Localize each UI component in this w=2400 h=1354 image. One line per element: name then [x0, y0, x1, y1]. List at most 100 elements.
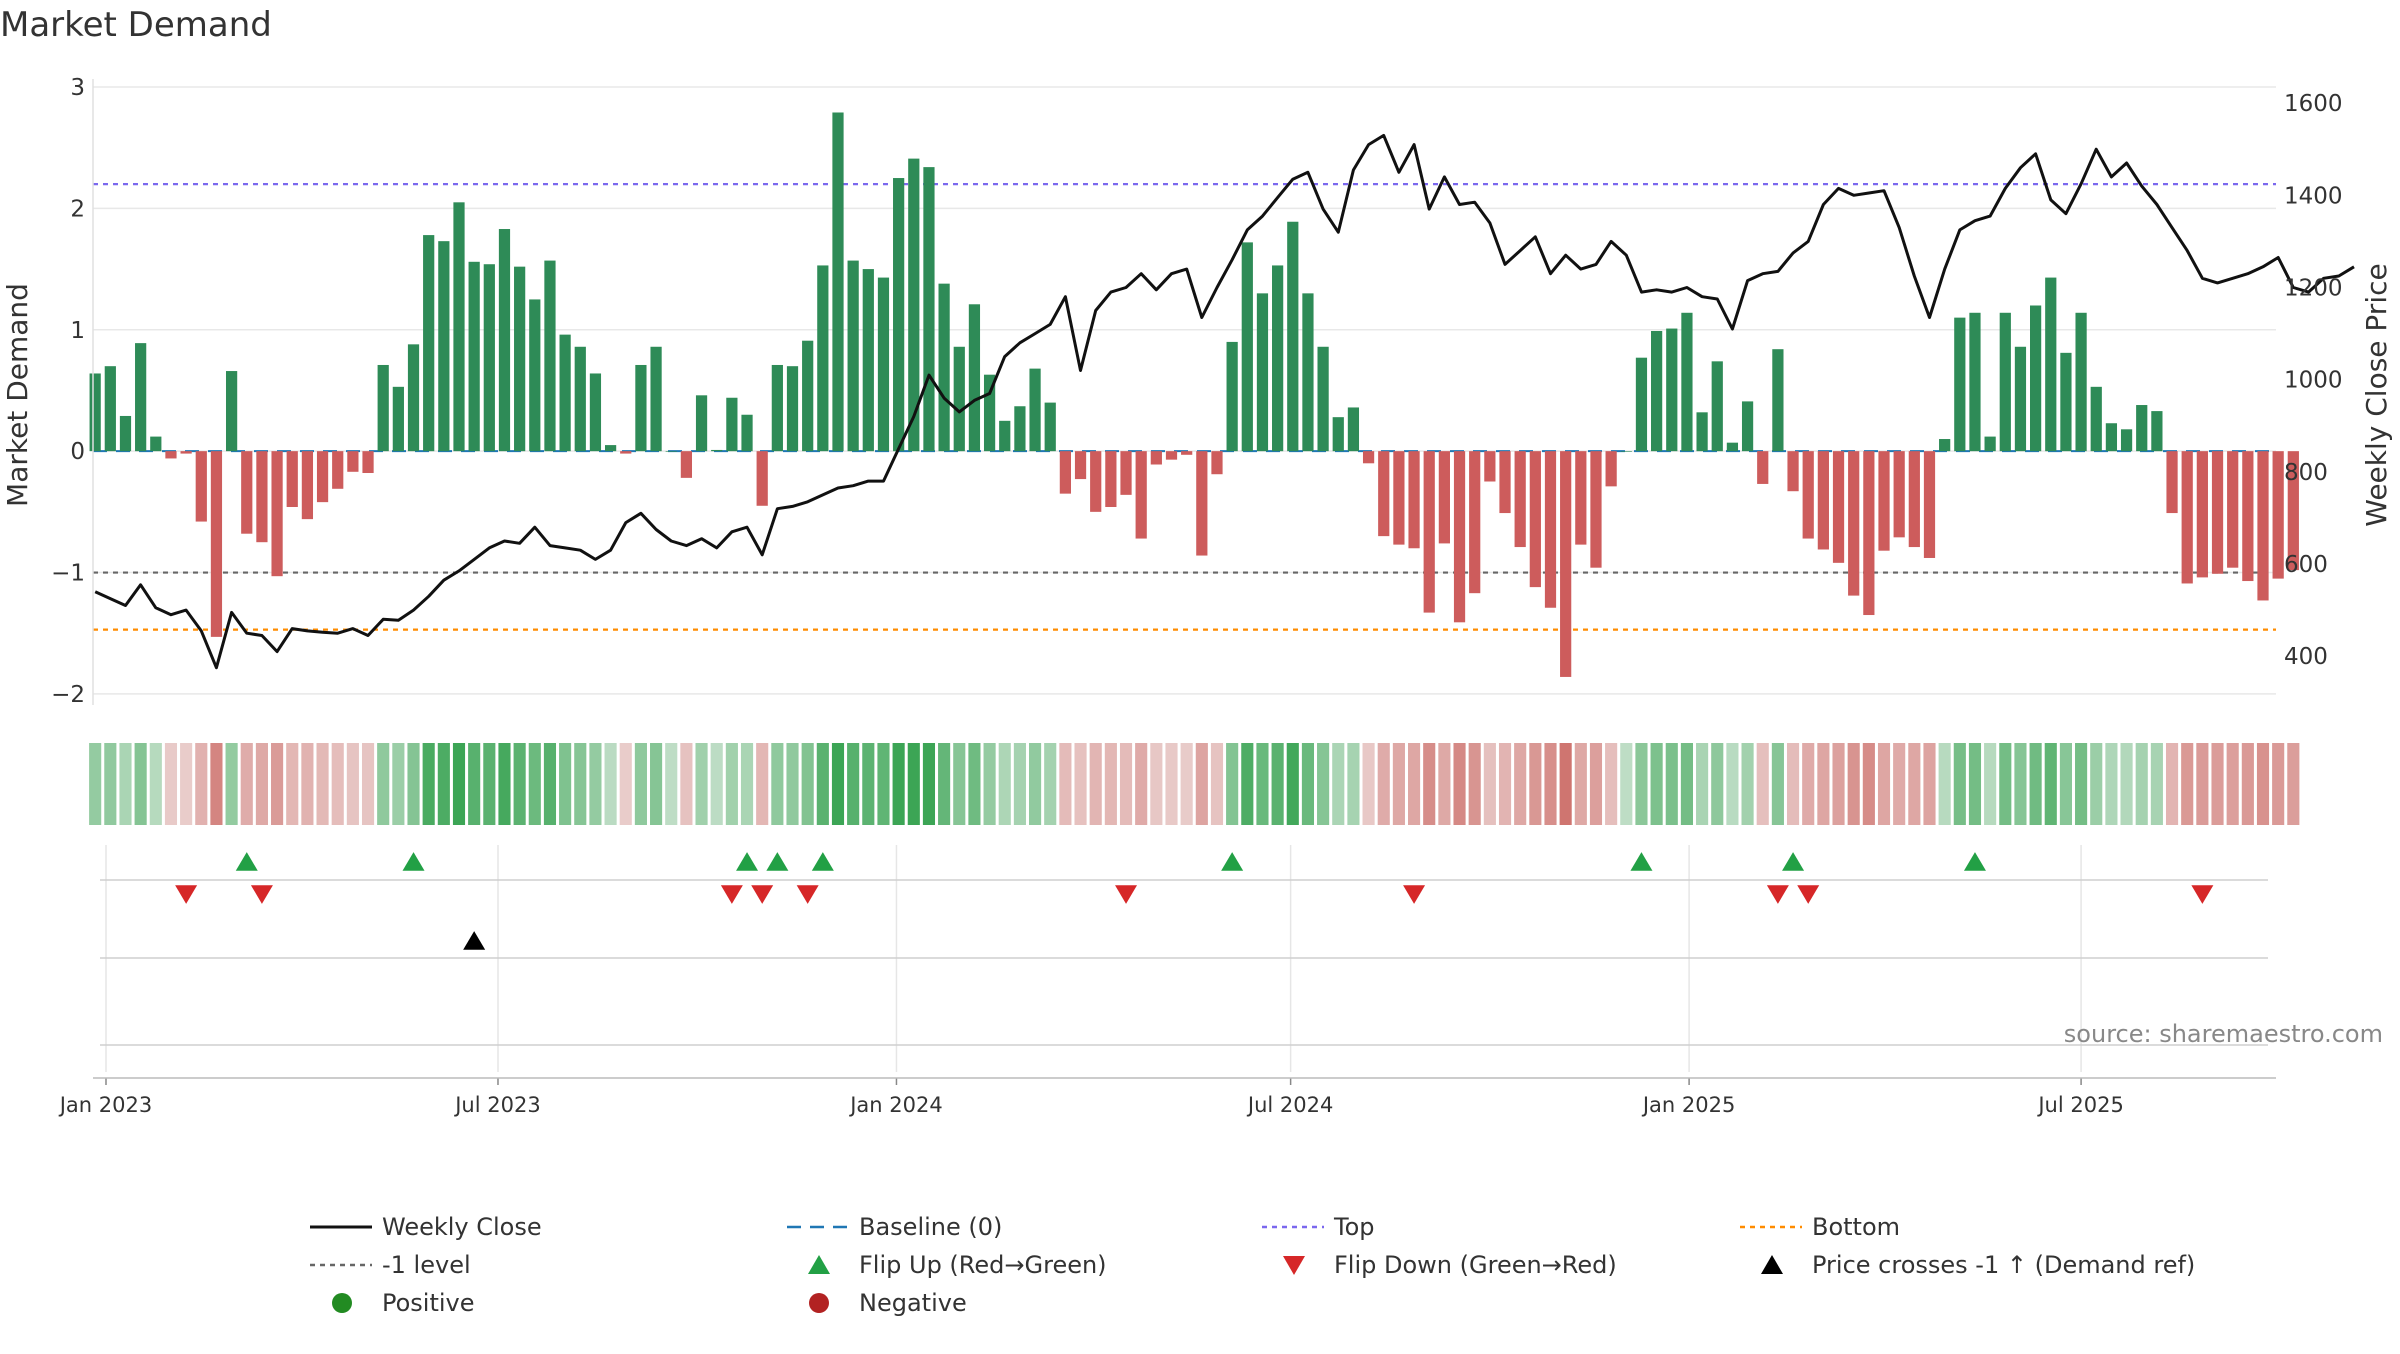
strip-cell [604, 743, 617, 825]
demand-bar [2287, 451, 2299, 571]
strip-cell [740, 743, 754, 825]
demand-bar [1211, 451, 1223, 475]
demand-bar [635, 364, 647, 452]
flip-up-marker [736, 852, 759, 871]
demand-bar [1362, 451, 1375, 464]
strip-cell [149, 743, 162, 825]
strip-cell [1711, 743, 1724, 825]
strip-cell [1680, 743, 1694, 825]
demand-bar [2181, 451, 2193, 584]
strip-cell [1726, 743, 1739, 825]
strip-cell [892, 743, 905, 825]
weekly-close-layer [94, 133, 2355, 670]
strip-cell [1317, 743, 1330, 825]
strip-cell [513, 743, 526, 825]
strip-cell [1544, 743, 1557, 825]
demand-bar [423, 235, 435, 452]
strip-cell [665, 743, 678, 825]
demand-bar [1378, 451, 1390, 537]
demand-bar [1469, 451, 1481, 594]
demand-bar [1226, 341, 1238, 452]
strip-cell [1756, 743, 1769, 825]
y2-tick-label: 1400 [2284, 183, 2343, 209]
strip-cell [680, 743, 693, 825]
demand-bar [89, 373, 101, 452]
demand-bar [923, 167, 935, 452]
strip-cell [1180, 743, 1193, 825]
strip-cell [1347, 743, 1360, 825]
demand-bar [1984, 436, 1996, 452]
demand-bar [802, 340, 814, 452]
strip-cell [1135, 743, 1148, 825]
demand-bar [650, 346, 662, 452]
y-tick-label: −1 [51, 561, 85, 587]
strip-cell [2165, 743, 2179, 825]
demand-bar [589, 373, 602, 452]
cross-up-marker [463, 931, 486, 950]
demand-bar [1196, 451, 1208, 556]
legend-item: Baseline (0) [787, 1213, 1002, 1241]
demand-bar [2166, 451, 2178, 514]
strip-cell [1013, 743, 1026, 825]
y2-tick-label: 400 [2284, 644, 2328, 670]
demand-bar [1666, 328, 1678, 452]
strip-cell [1498, 743, 1512, 825]
strip-cell [286, 743, 299, 825]
strip-cell [2287, 743, 2300, 825]
strip-cell [1817, 743, 1830, 825]
demand-bar [1347, 407, 1360, 452]
strip-cell [452, 743, 466, 825]
demand-bar [1560, 451, 1572, 677]
demand-bar [908, 158, 920, 452]
strip-cell [831, 743, 845, 825]
strip-cell [862, 743, 875, 825]
strip-cell [983, 743, 996, 825]
legend-swatch-triangle-down [1283, 1256, 1305, 1275]
strip-cell [695, 743, 708, 825]
demand-bar [1544, 451, 1557, 608]
strip-cell [559, 743, 572, 825]
strip-cell [574, 743, 587, 825]
demand-bar [407, 344, 420, 452]
strip-cell [1104, 743, 1117, 825]
demand-bar [1923, 451, 1936, 558]
chart-title: Market Demand [0, 5, 272, 45]
demand-bar [498, 229, 511, 452]
demand-bar [347, 451, 359, 472]
strip-cell [180, 743, 193, 825]
demand-bar [165, 451, 177, 459]
demand-bar [1605, 451, 1617, 487]
demand-bar [1635, 357, 1648, 452]
demand-bar [741, 414, 753, 452]
flip-up-marker [1221, 852, 1244, 871]
demand-bar [1272, 265, 1284, 452]
demand-bar [1499, 451, 1511, 514]
flip-down-marker [2191, 885, 2214, 904]
demand-bar [362, 451, 374, 474]
strip-cell [1771, 743, 1784, 825]
demand-bar [2030, 305, 2042, 452]
strip-cell [2090, 743, 2103, 825]
strip-cell [1908, 743, 1921, 825]
strip-cell [1332, 743, 1345, 825]
demand-bar [1757, 451, 1769, 484]
strip-cell [756, 743, 769, 825]
strip-cell [392, 743, 405, 825]
demand-bar [1681, 312, 1693, 452]
demand-bar [983, 374, 996, 452]
strip-cell [801, 743, 814, 825]
axes: 3 2 1 0 −1 −2 1600 1400 1200 1000 800 600 400 Jan 202… [51, 75, 2342, 1117]
demand-bar [2014, 346, 2027, 452]
legend-label: -1 level [382, 1251, 471, 1279]
demand-bar [1317, 346, 1329, 452]
demand-bar [1878, 451, 1890, 551]
y2-tick-label: 1600 [2284, 91, 2343, 117]
demand-bar [832, 112, 844, 452]
strip-cell [1301, 743, 1315, 825]
demand-bar [210, 451, 223, 637]
demand-bar [1651, 330, 1663, 452]
x-tick-label: Jul 2024 [1246, 1093, 1333, 1117]
y2-tick-label: 800 [2284, 460, 2328, 486]
strip-cell [2105, 743, 2118, 825]
